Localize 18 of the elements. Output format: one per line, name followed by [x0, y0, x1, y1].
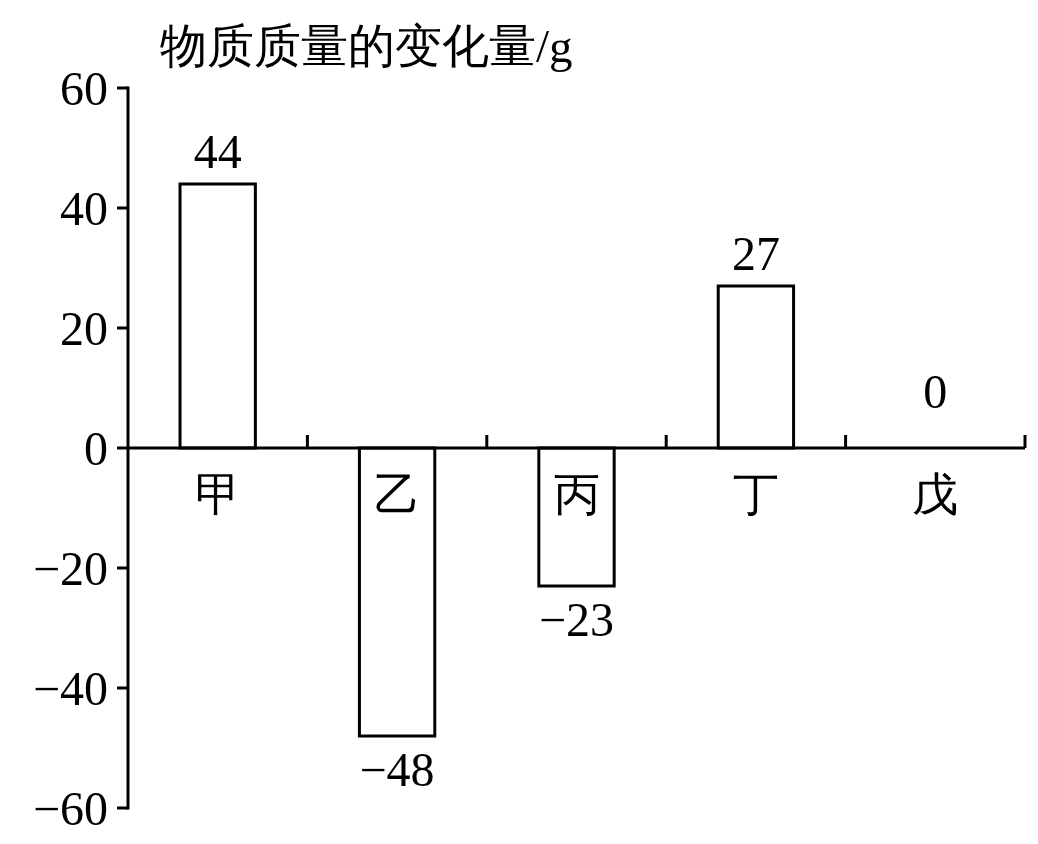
y-axis-title: 物质质量的变化量/g: [160, 20, 573, 72]
y-tick-label: 40: [60, 182, 108, 235]
data-label: −23: [538, 593, 615, 646]
data-label: 27: [731, 227, 780, 280]
data-label: −48: [359, 743, 435, 796]
x-tick-label: 乙: [374, 469, 421, 520]
y-tick-label: −20: [32, 542, 108, 595]
x-tick-label: 丁: [732, 469, 779, 520]
x-tick-label: 丙: [553, 469, 600, 520]
y-tick-label: −60: [32, 782, 108, 835]
y-tick-label: 0: [84, 422, 108, 475]
data-label: 0: [923, 365, 948, 418]
x-tick-label: 戊: [912, 469, 959, 520]
y-tick-label: −40: [32, 662, 108, 715]
y-tick-label: 60: [60, 62, 108, 115]
y-tick-label: 20: [60, 302, 108, 355]
x-tick-label: 甲: [194, 469, 241, 520]
data-label: 44: [193, 125, 242, 178]
